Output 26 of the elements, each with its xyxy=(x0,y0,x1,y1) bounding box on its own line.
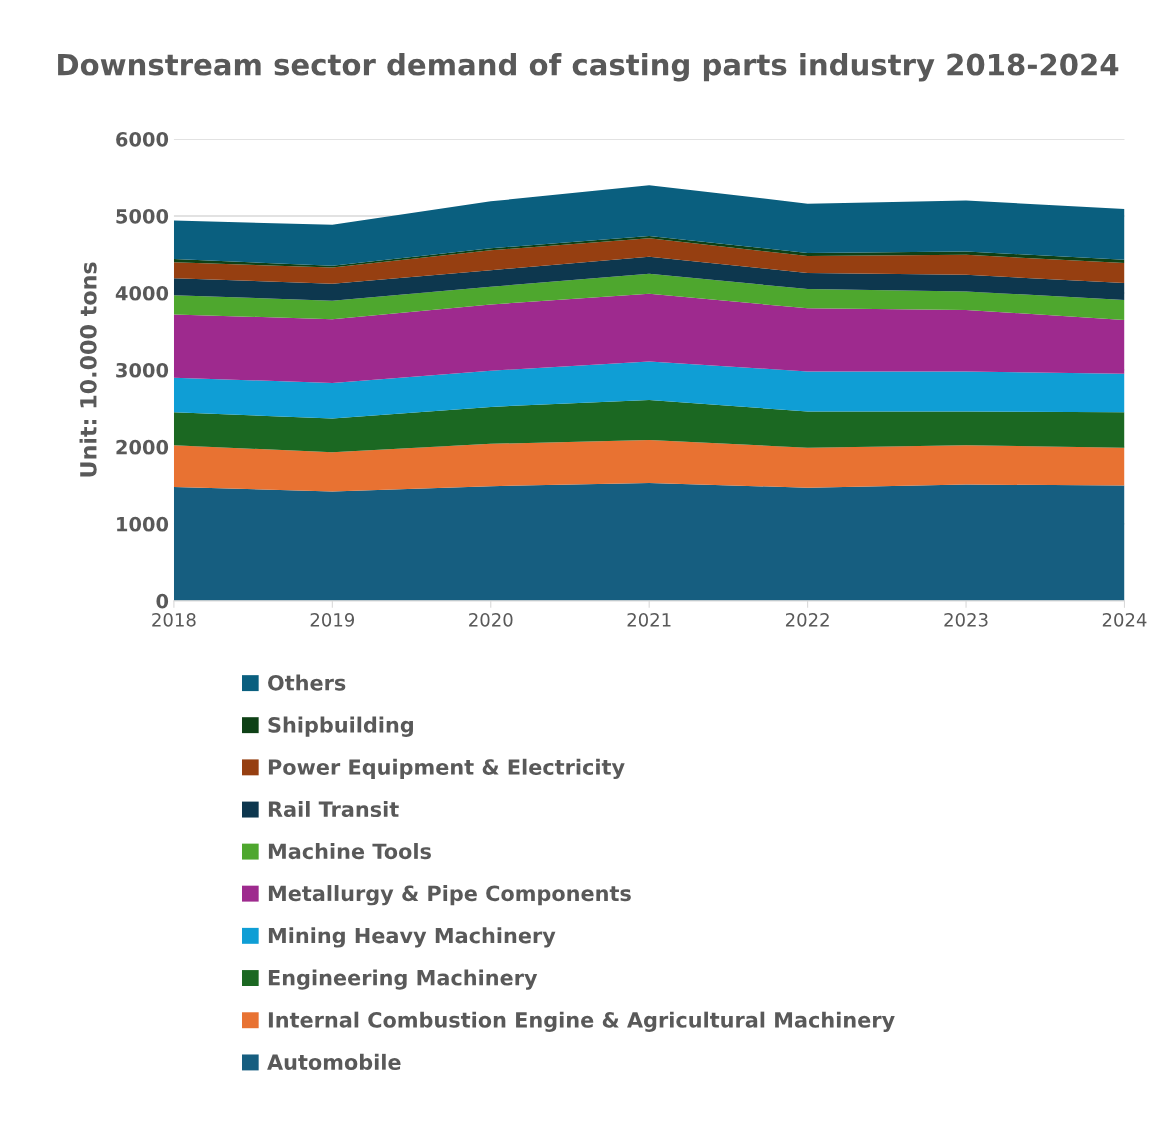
legend-label: Automobile xyxy=(267,1053,401,1070)
y-tick-label: 2000 xyxy=(116,439,169,455)
x-tick-label: 2018 xyxy=(152,612,196,627)
y-tick-label: 3000 xyxy=(116,362,169,378)
legend-label: Rail Transit xyxy=(268,800,399,818)
legend-label: Mining Heavy Machinery xyxy=(268,927,556,948)
y-tick-label: 1000 xyxy=(117,516,169,532)
legend-label: Engineering Machinery xyxy=(268,969,538,990)
y-tick-label: 6000 xyxy=(116,131,169,147)
x-tick-label: 2024 xyxy=(1102,612,1147,627)
y-axis-title: Unit: 10.000 tons xyxy=(79,262,97,477)
x-tick-label: 2023 xyxy=(944,612,988,627)
x-tick-label: 2019 xyxy=(310,612,355,627)
x-tick-label: 2020 xyxy=(469,612,513,627)
legend-label: Power Equipment & Electricity xyxy=(268,758,625,780)
chart-title: Downstream sector demand of casting parts industry 2018-2024 xyxy=(58,53,1119,82)
legend-label: Shipbuilding xyxy=(268,716,413,737)
y-tick-label: 0 xyxy=(156,593,169,609)
legend-label: Metallurgy & Pipe Components xyxy=(268,885,631,906)
y-tick-label: 4000 xyxy=(115,285,169,301)
legend-label: Others xyxy=(268,674,346,691)
y-tick-label: 5000 xyxy=(116,208,169,224)
legend-label: Machine Tools xyxy=(268,843,431,860)
legend-label: Internal Combustion Engine & Agricultural Machinery xyxy=(268,1011,895,1032)
x-tick-label: 2021 xyxy=(627,612,671,627)
x-tick-label: 2022 xyxy=(785,612,829,627)
